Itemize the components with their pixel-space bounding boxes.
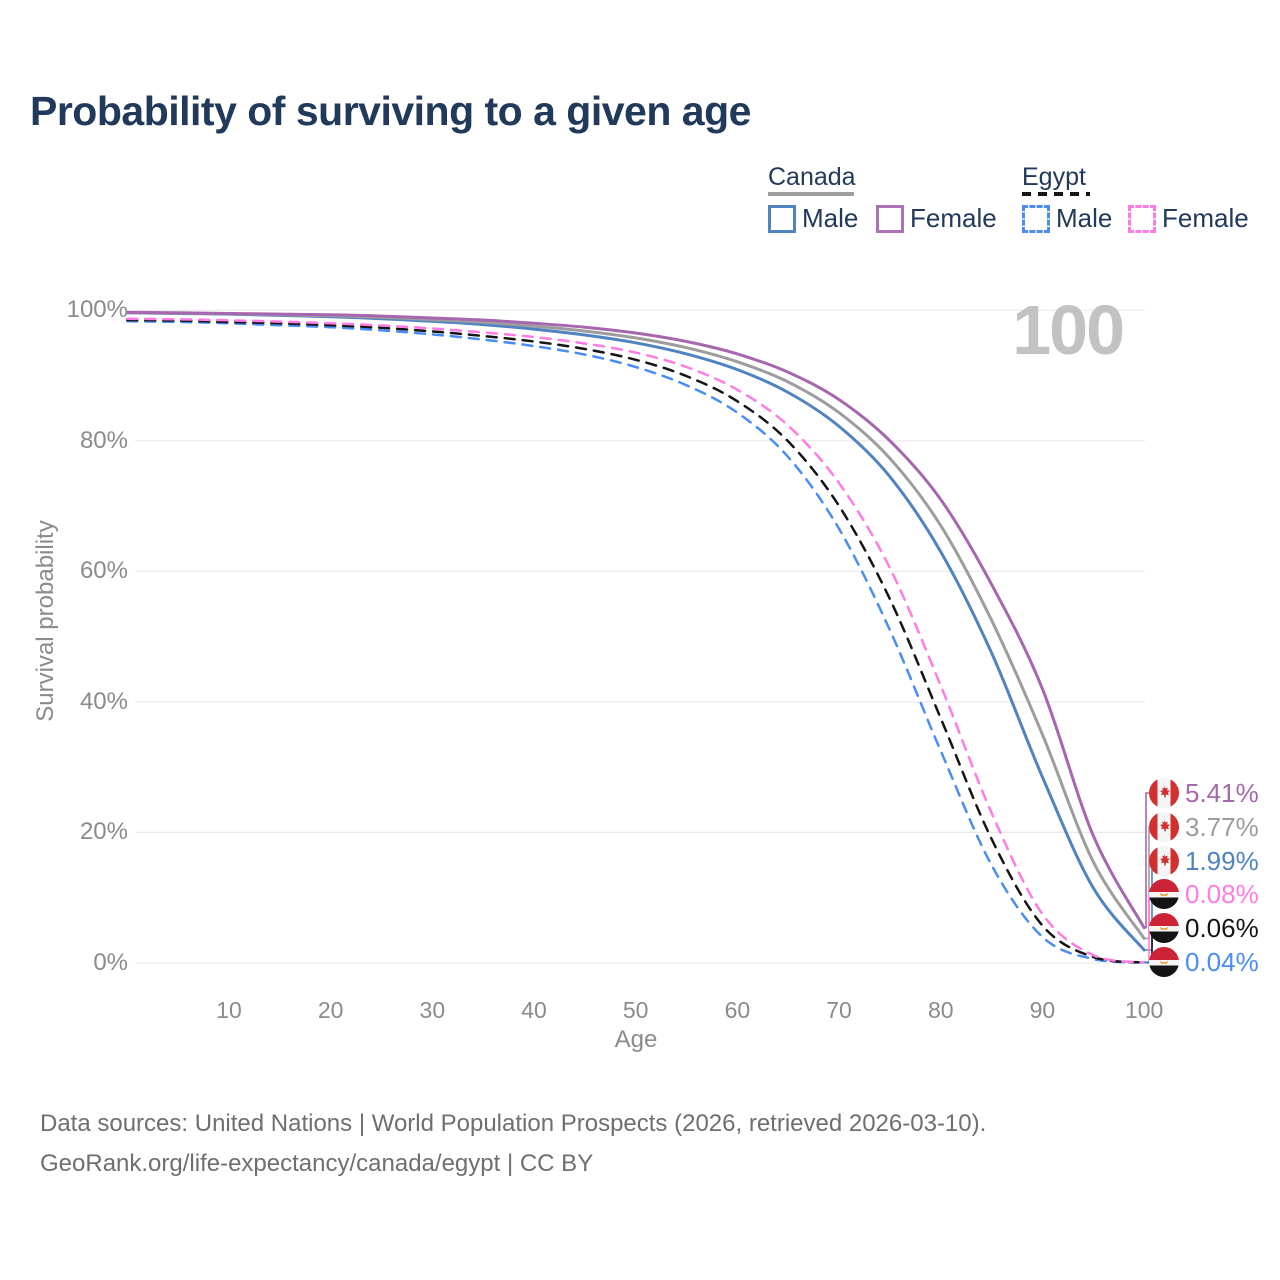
x-axis-title: Age: [614, 1026, 658, 1053]
egypt-line-style-swatch: [1022, 192, 1090, 196]
legend-item-egypt-female[interactable]: Female: [1128, 203, 1249, 234]
footer-data-sources: Data sources: United Nations | World Pop…: [40, 1110, 987, 1137]
legend-item-canada-female[interactable]: Female: [876, 203, 997, 234]
y-tick-label: 20%: [79, 818, 128, 846]
canada-flag-icon: [1149, 811, 1179, 842]
x-tick-label: 10: [216, 997, 242, 1023]
y-tick-label: 0%: [93, 949, 128, 976]
legend-group-egypt[interactable]: Egypt: [1022, 163, 1086, 191]
canada-female-swatch: [876, 204, 904, 233]
end-value-egypt-male: 0.04%: [1149, 947, 1259, 977]
canada-line-style-swatch: [768, 192, 854, 196]
egypt-flag-icon: [1149, 879, 1179, 910]
x-tick-label: 90: [1029, 997, 1056, 1023]
egypt-flag-icon: [1149, 947, 1179, 977]
end-value-canada-female: 5.41%: [1149, 778, 1259, 808]
end-value-text: 1.99%: [1185, 845, 1259, 876]
legend-item-label: Female: [1162, 203, 1249, 233]
legend-item-label: Male: [1056, 203, 1113, 233]
x-tick-label: 80: [927, 997, 954, 1023]
y-tick-label: 40%: [79, 687, 128, 715]
end-value-text: 0.04%: [1185, 947, 1259, 977]
egypt-flag-icon: [1149, 913, 1179, 944]
x-tick-label: 20: [317, 997, 344, 1023]
series-canada-male[interactable]: [125, 311, 1146, 952]
y-axis-title: Survival probability: [32, 520, 59, 722]
x-tick-label: 100: [1124, 997, 1164, 1023]
legend-item-canada-male[interactable]: Male: [768, 203, 858, 234]
y-tick-label: 80%: [79, 426, 128, 454]
canada-flag-icon: [1149, 845, 1179, 876]
y-tick-label: 60%: [79, 557, 128, 585]
series-egypt-male[interactable]: [126, 320, 1146, 964]
end-value-text: 5.41%: [1185, 778, 1259, 808]
end-value-text: 0.08%: [1185, 879, 1259, 910]
legend-item-label: Female: [910, 203, 997, 233]
footer-attribution: GeoRank.org/life-expectancy/canada/egypt…: [40, 1150, 594, 1177]
series-canada-both[interactable]: [125, 311, 1146, 940]
end-value-canada-male: 1.99%: [1149, 845, 1259, 876]
x-tick-label: 60: [724, 997, 751, 1023]
canada-flag-icon: [1149, 778, 1179, 808]
legend-item-label: Male: [802, 203, 859, 233]
page-title: Probability of surviving to a given age: [30, 88, 751, 134]
x-tick-label: 50: [622, 997, 649, 1023]
end-value-egypt-female: 0.08%: [1149, 879, 1259, 910]
series-egypt-both[interactable]: [126, 318, 1146, 964]
canada-male-swatch: [768, 204, 796, 233]
x-tick-label: 70: [826, 997, 852, 1023]
end-value-canada-both: 3.77%: [1149, 811, 1259, 842]
legend-group-canada[interactable]: Canada: [768, 163, 856, 191]
egypt-female-swatch: [1128, 204, 1156, 233]
end-value-text: 0.06%: [1185, 913, 1259, 944]
x-tick-label: 30: [419, 997, 446, 1023]
y-tick-label: 100%: [66, 296, 128, 324]
series-canada-female[interactable]: [125, 310, 1146, 930]
hovered-age-watermark: 100: [1012, 291, 1125, 369]
legend-item-egypt-male[interactable]: Male: [1022, 203, 1112, 234]
egypt-male-swatch: [1022, 204, 1050, 233]
end-value-text: 3.77%: [1185, 811, 1259, 842]
series-egypt-female[interactable]: [126, 317, 1146, 964]
x-tick-label: 40: [521, 997, 547, 1023]
end-value-egypt-both: 0.06%: [1149, 913, 1259, 944]
